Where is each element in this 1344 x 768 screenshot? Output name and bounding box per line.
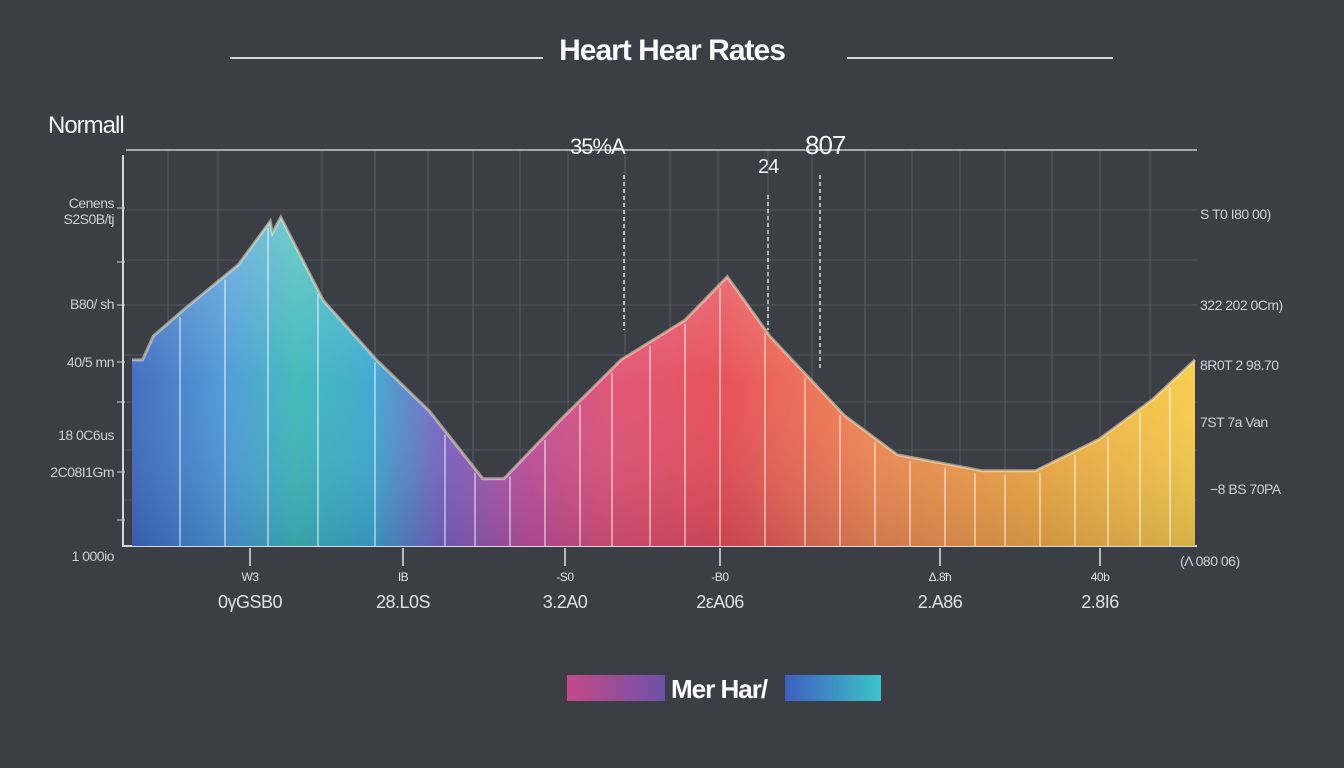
y-tick-label-right: −8 BS 70PA [1210, 481, 1281, 497]
y-tick-label-right: 7ST 7a Van [1200, 414, 1268, 430]
y-tick-label-left: S2S0B/tj [63, 211, 115, 227]
title-rule-right [847, 57, 1113, 59]
x-tick-label-top: Δ.8ħ [928, 570, 952, 584]
y-tick-label-right: S T0 I80 00) [1200, 206, 1271, 222]
y-tick-label-left: 2C08I1Gm [50, 464, 114, 480]
y-tick-label-left: 1 000io [71, 548, 115, 564]
x-tick-label-bottom: 2.A86 [917, 592, 963, 612]
y-tick-label-right: (Λ 080 06) [1180, 553, 1240, 569]
chart-subtitle: Normall [48, 112, 125, 139]
area-edge-line [132, 214, 1197, 481]
y-tick-label-right: 8R0T 2 98.70 [1200, 357, 1279, 373]
y-tick-label-left: 18 0C6us [58, 427, 114, 443]
x-tick-label-top: IB [397, 570, 409, 584]
x-tick-label-top: -B0 [711, 570, 729, 584]
x-tick-label-top: W3 [241, 570, 260, 584]
vertical-dividers [179, 228, 1171, 546]
tick-marks [117, 207, 1101, 566]
title-rule-left [230, 57, 543, 59]
x-tick-label-bottom: 0γGSB0 [217, 592, 283, 612]
x-tick-label-bottom: 2εA06 [696, 592, 744, 612]
y-tick-label-left: B80/ sh [70, 296, 114, 312]
y-tick-label-right: 322 202 0Cm) [1200, 297, 1283, 313]
x-tick-label-top: 40b [1090, 570, 1110, 584]
x-tick-label-bottom: 28.L0S [375, 592, 431, 612]
legend: Mer Har/ [567, 674, 881, 704]
annotation-label: 807 [805, 130, 846, 160]
area-shading [132, 217, 1195, 547]
chart-title: Heart Hear Rates [559, 34, 786, 67]
y-tick-label-left: Cenens [68, 195, 115, 211]
x-tick-label-bottom: 3.2A0 [542, 592, 588, 612]
legend-swatch-left [567, 675, 665, 701]
annotation-label: 24 [758, 156, 779, 178]
y-tick-label-left: 40/5 mn [66, 354, 115, 370]
legend-label: Mer Har/ [671, 674, 768, 704]
annotation-label: 35%A [570, 134, 626, 159]
legend-swatch-right [785, 675, 881, 701]
x-tick-label-top: -S0 [556, 570, 574, 584]
x-tick-label-bottom: 2.8I6 [1081, 592, 1119, 612]
